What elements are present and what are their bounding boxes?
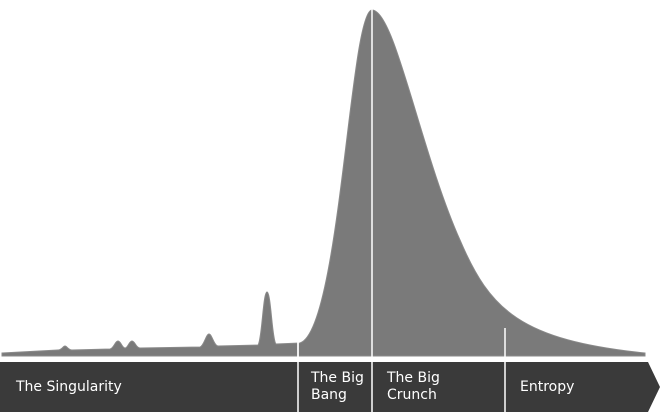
timeline-bar xyxy=(0,362,660,412)
phase-label: The Singularity xyxy=(16,378,122,395)
phase-label: Entropy xyxy=(520,378,575,395)
curve-area xyxy=(1,9,646,357)
phase-label: The Big Bang xyxy=(311,370,364,403)
phase-label: The Big Crunch xyxy=(387,370,440,403)
